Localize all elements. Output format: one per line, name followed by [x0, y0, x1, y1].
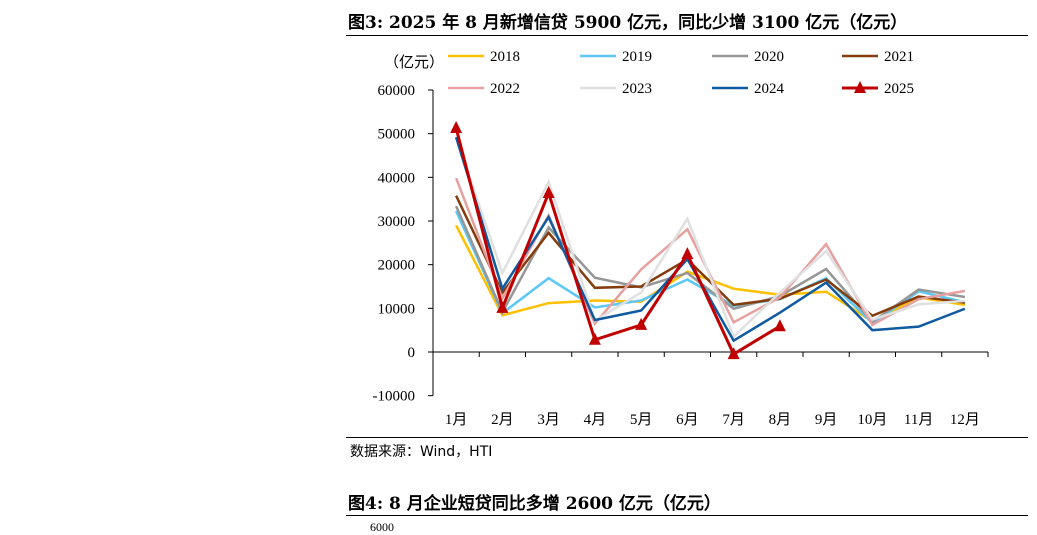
line-2024: [454, 136, 966, 343]
legend-item-2023: 2023: [580, 81, 652, 97]
legend-item-2021: 2021: [842, 49, 914, 65]
figure4-axis-label: 6000: [370, 520, 394, 534]
x-tick-label: 11月: [904, 412, 933, 428]
series-2023: [454, 137, 965, 339]
x-tick-label: 5月: [630, 412, 653, 428]
x-tick-label: 4月: [584, 412, 607, 428]
y-tick-label: 20000: [378, 258, 416, 274]
line-chart: （亿元） 2018 2019 2020 2021 2022 2023 2024 2025 -1…: [373, 49, 989, 428]
y-tick-label: 0: [408, 345, 416, 361]
series-lines: [450, 120, 966, 360]
x-tick-label: 2月: [491, 412, 514, 428]
y-tick-label: 60000: [378, 83, 416, 99]
y-tick-label: 10000: [378, 301, 416, 317]
triangle-marker: [854, 81, 866, 93]
legend-item-2018: 2018: [448, 49, 520, 65]
line-2023: [454, 137, 965, 339]
triangle-marker: [450, 120, 463, 133]
legend-item-2025: 2025: [842, 81, 914, 97]
legend-label: 2024: [754, 81, 785, 97]
legend-label: 2020: [754, 49, 784, 65]
legend-item-2024: 2024: [712, 81, 785, 97]
source-rule: [346, 437, 1028, 438]
series-2024: [454, 136, 966, 343]
figure4-title: 图4: 8 月企业短贷同比多增 2600 亿元（亿元）: [348, 494, 721, 514]
x-tick-label: 1月: [445, 412, 468, 428]
figure3-title: 图3: 2025 年 8 月新增信贷 5900 亿元，同比少增 3100 亿元（…: [348, 13, 908, 33]
y-axis-unit: （亿元）: [384, 54, 444, 71]
legend: 2018 2019 2020 2021 2022 2023 2024 2025: [448, 49, 914, 97]
legend-item-2020: 2020: [712, 49, 784, 65]
triangle-marker: [681, 247, 694, 260]
x-tick-label: 10月: [857, 412, 887, 428]
line-2025: [454, 127, 781, 357]
triangle-marker: [727, 347, 740, 360]
x-tick-label: 8月: [769, 412, 792, 428]
x-tick-label: 9月: [815, 412, 838, 428]
legend-label: 2025: [884, 81, 914, 97]
axes: -10000 0 10000 20000 30000 40000 50000 60000 1月 2…: [373, 83, 989, 428]
x-tick-label: 6月: [676, 412, 699, 428]
title2-rule: [346, 515, 1028, 516]
line-2021: [454, 195, 966, 318]
series-2021: [454, 195, 966, 318]
legend-label: 2022: [490, 81, 520, 97]
legend-label: 2018: [490, 49, 520, 65]
title-rule: [346, 35, 1028, 36]
x-tick-label: 12月: [950, 412, 980, 428]
legend-label: 2023: [622, 81, 652, 97]
y-tick-label: -10000: [373, 389, 416, 405]
y-tick-label: 50000: [378, 127, 416, 143]
triangle-marker: [773, 319, 786, 332]
legend-item-2019: 2019: [580, 49, 652, 65]
y-tick-label: 40000: [378, 170, 416, 186]
source-note: 数据来源：Wind，HTI: [350, 444, 493, 460]
triangle-marker: [542, 186, 555, 199]
legend-item-2022: 2022: [448, 81, 520, 97]
triangle-marker: [588, 332, 601, 345]
x-tick-label: 7月: [722, 412, 745, 428]
series-2025: [450, 120, 786, 360]
legend-label: 2019: [622, 49, 652, 65]
triangle-marker: [496, 300, 509, 313]
triangle-marker: [635, 317, 648, 330]
y-tick-label: 30000: [378, 214, 416, 230]
x-tick-label: 3月: [537, 412, 560, 428]
legend-label: 2021: [884, 49, 914, 65]
